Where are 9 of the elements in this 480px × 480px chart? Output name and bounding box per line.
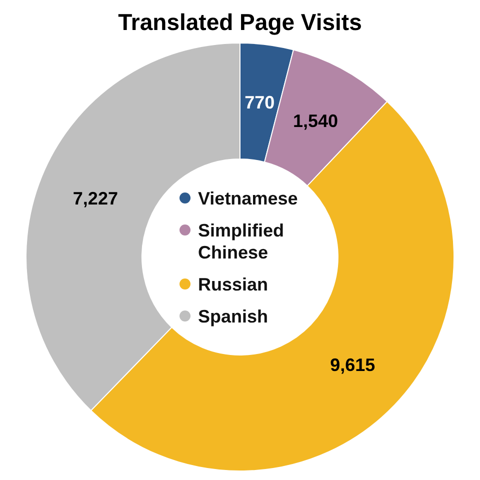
data-label: 7,227 <box>72 188 118 209</box>
legend-label: Spanish <box>198 306 268 326</box>
legend-label: Simplified Chinese <box>198 220 284 262</box>
data-label: 770 <box>244 92 275 113</box>
legend-label: Russian <box>198 274 268 294</box>
data-label: 9,615 <box>330 355 376 376</box>
data-label: 1,540 <box>292 110 338 131</box>
chart-title: Translated Page Visits <box>118 9 362 35</box>
legend-label: Vietnamese <box>198 188 298 208</box>
